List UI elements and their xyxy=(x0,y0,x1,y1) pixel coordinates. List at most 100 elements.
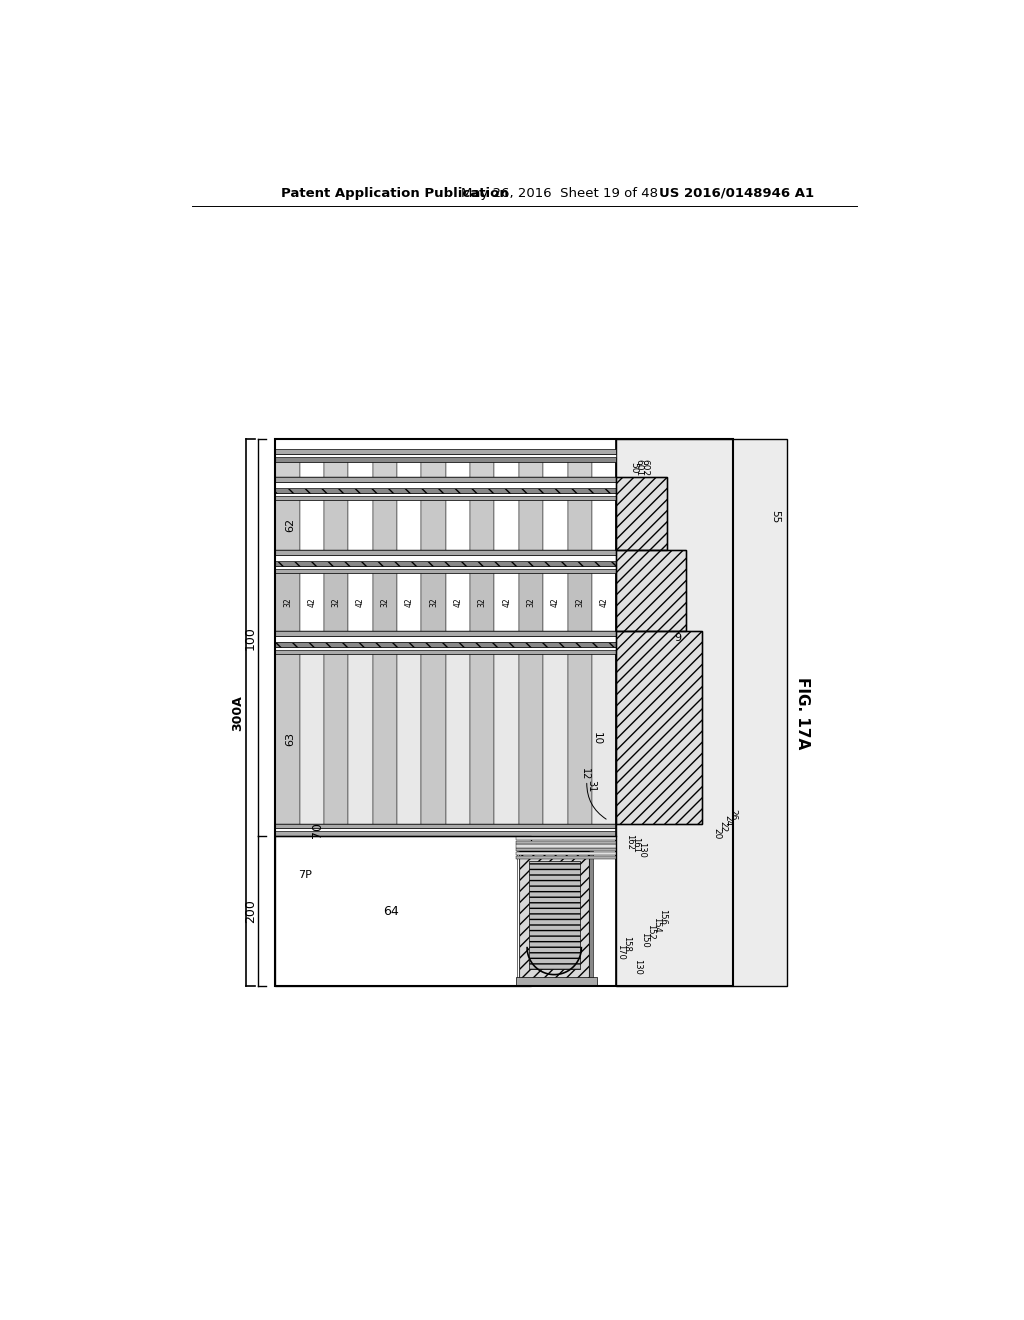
Bar xyxy=(397,573,422,631)
Bar xyxy=(519,573,543,631)
Text: 300A: 300A xyxy=(231,694,245,731)
Bar xyxy=(275,440,732,986)
Bar xyxy=(275,440,616,986)
Bar xyxy=(519,655,543,824)
Bar xyxy=(515,849,616,851)
Bar xyxy=(275,478,616,482)
Bar xyxy=(495,573,519,631)
Text: 130: 130 xyxy=(637,842,646,858)
Text: 12: 12 xyxy=(581,768,590,780)
Bar xyxy=(348,573,373,631)
Bar xyxy=(592,500,616,550)
Bar xyxy=(275,642,616,647)
Text: 162: 162 xyxy=(625,834,634,850)
Text: 20: 20 xyxy=(713,828,722,840)
Bar xyxy=(445,655,470,824)
Bar xyxy=(275,462,300,478)
Bar xyxy=(616,478,667,550)
Bar xyxy=(397,462,422,478)
Text: 22: 22 xyxy=(718,821,727,833)
Bar xyxy=(616,631,701,824)
Text: US 2016/0148946 A1: US 2016/0148946 A1 xyxy=(658,186,814,199)
Text: 100: 100 xyxy=(244,626,257,649)
Bar xyxy=(300,500,324,550)
Text: 32: 32 xyxy=(429,598,438,607)
Text: 200: 200 xyxy=(244,899,257,923)
Bar xyxy=(373,462,397,478)
Bar xyxy=(470,462,495,478)
Bar xyxy=(275,636,616,642)
Bar xyxy=(300,462,324,478)
Bar xyxy=(519,500,543,550)
Bar xyxy=(275,492,616,496)
Text: 26: 26 xyxy=(729,809,737,820)
Bar xyxy=(616,440,786,986)
Text: 42: 42 xyxy=(600,598,608,607)
Bar xyxy=(422,462,445,478)
Text: 158: 158 xyxy=(622,936,631,952)
Bar xyxy=(543,573,567,631)
Text: Patent Application Publication: Patent Application Publication xyxy=(282,186,509,199)
Bar xyxy=(592,655,616,824)
Bar xyxy=(275,573,300,631)
Bar xyxy=(397,500,422,550)
Bar xyxy=(592,573,616,631)
Bar xyxy=(373,655,397,824)
Text: 150: 150 xyxy=(640,932,648,948)
Text: 7P: 7P xyxy=(299,870,312,879)
Bar xyxy=(397,655,422,824)
Bar xyxy=(517,851,519,978)
Bar xyxy=(324,500,348,550)
Bar xyxy=(422,573,445,631)
Bar xyxy=(445,462,470,478)
Bar xyxy=(275,829,616,832)
Bar xyxy=(324,655,348,824)
Bar xyxy=(567,573,592,631)
Bar xyxy=(543,655,567,824)
Text: 32: 32 xyxy=(380,598,389,607)
Text: 70: 70 xyxy=(311,822,325,838)
Bar xyxy=(275,566,616,569)
Bar xyxy=(275,450,616,454)
Bar xyxy=(515,841,616,843)
Bar xyxy=(275,500,300,550)
Text: 63: 63 xyxy=(286,733,296,746)
Text: 42: 42 xyxy=(551,598,560,607)
Bar xyxy=(275,647,616,649)
Bar xyxy=(528,861,580,969)
Text: 170: 170 xyxy=(615,944,625,960)
Text: 32: 32 xyxy=(526,598,536,607)
Text: 152: 152 xyxy=(646,924,655,940)
Bar xyxy=(515,853,616,855)
Bar xyxy=(616,440,786,986)
Bar xyxy=(275,488,616,492)
Text: 9: 9 xyxy=(675,632,682,643)
Text: 50: 50 xyxy=(629,462,638,474)
Bar xyxy=(275,457,616,462)
Text: 154: 154 xyxy=(652,916,662,932)
Text: 42: 42 xyxy=(307,598,316,607)
Bar xyxy=(616,478,667,550)
Text: 601: 601 xyxy=(635,459,644,477)
Bar xyxy=(373,500,397,550)
Text: 31: 31 xyxy=(587,780,596,792)
Bar xyxy=(567,500,592,550)
Text: FIG. 17A: FIG. 17A xyxy=(795,677,810,748)
Text: 64: 64 xyxy=(384,904,399,917)
Bar xyxy=(470,655,495,824)
Bar xyxy=(445,573,470,631)
Bar xyxy=(275,655,300,824)
Text: 62: 62 xyxy=(286,519,296,532)
Bar xyxy=(275,649,616,655)
Bar xyxy=(275,569,616,573)
Bar xyxy=(275,561,616,566)
Bar xyxy=(324,462,348,478)
Text: 42: 42 xyxy=(404,598,414,607)
Bar xyxy=(616,550,686,631)
Text: 42: 42 xyxy=(454,598,463,607)
Bar xyxy=(348,655,373,824)
Bar xyxy=(373,573,397,631)
Bar xyxy=(275,836,531,986)
Text: 10: 10 xyxy=(592,733,602,746)
Bar xyxy=(348,500,373,550)
